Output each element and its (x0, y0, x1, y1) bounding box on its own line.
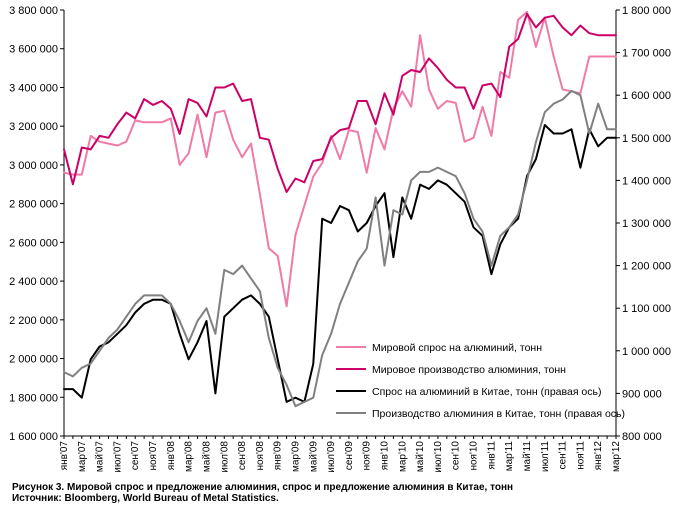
legend-label-4: Производство алюминия в Китае, тонн (пра… (372, 408, 625, 420)
y-left-tick-label: 1 800 000 (9, 392, 58, 404)
x-tick-label: янв'11 (486, 441, 497, 470)
series-line-3 (63, 124, 617, 403)
x-tick-label: май'11 (522, 441, 533, 472)
x-tick-label: сен'11 (558, 441, 569, 470)
figure-caption: Рисунок 3. Мировой спрос и предложение а… (12, 482, 513, 504)
y-right-tick-label: 1 600 000 (622, 90, 671, 102)
legend-label-1: Мировой спрос на алюминий, тонн (372, 342, 542, 354)
x-tick-label: июл'09 (326, 441, 337, 473)
y-left-tick-label: 2 800 000 (9, 199, 58, 211)
y-left-tick-label: 3 800 000 (9, 5, 58, 17)
x-tick-label: мар'10 (397, 441, 408, 472)
legend-label-3: Спрос на алюминий в Китае, тонн (правая … (372, 386, 601, 398)
caption-source: Источник: Bloomberg, World Bureau of Met… (12, 493, 279, 504)
x-tick-label: май'09 (308, 441, 319, 472)
y-right-tick-label: 1 700 000 (622, 48, 671, 60)
y-left-tick-label: 3 200 000 (9, 121, 58, 133)
x-tick-label: ноя'09 (362, 441, 373, 471)
y-left-tick-label: 3 400 000 (9, 82, 58, 94)
series-line-4 (63, 89, 617, 408)
y-right-tick-label: 1 000 000 (622, 346, 671, 358)
x-tick-label: янв'09 (273, 441, 284, 471)
y-right-tick-label: 1 400 000 (622, 175, 671, 187)
x-tick-label: мар'08 (184, 441, 195, 472)
y-left-tick-label: 2 200 000 (9, 315, 58, 327)
x-tick-label: июл'08 (219, 441, 230, 473)
x-tick-label: янв'07 (59, 441, 70, 471)
y-right-tick-label: 1 300 000 (622, 218, 671, 230)
legend-label-2: Мировое производство алюминия, тонн (372, 364, 566, 376)
y-left-tick-label: 2 600 000 (9, 237, 58, 249)
x-tick-label: ноя'08 (255, 441, 266, 471)
x-tick-label: сен'08 (237, 441, 248, 471)
y-left-tick-label: 2 400 000 (9, 276, 58, 288)
y-left-tick-label: 2 000 000 (9, 354, 58, 366)
x-tick-label: май'07 (95, 441, 106, 472)
x-tick-label: июл'07 (112, 441, 123, 473)
x-tick-label: мар'09 (290, 441, 301, 472)
x-tick-label: мар'12 (611, 441, 622, 472)
x-tick-label: май'10 (415, 441, 426, 472)
y-left-tick-label: 1 600 000 (9, 431, 58, 443)
y-right-tick-label: 1 500 000 (622, 133, 671, 145)
y-right-tick-label: 1 100 000 (622, 303, 671, 315)
y-right-tick-label: 1 800 000 (622, 5, 671, 17)
y-right-tick-label: 1 200 000 (622, 261, 671, 273)
x-tick-label: сен'09 (344, 441, 355, 471)
x-tick-label: ноя'11 (575, 441, 586, 470)
x-tick-label: мар'11 (504, 441, 515, 472)
x-tick-label: сен'10 (451, 441, 462, 471)
x-tick-label: июл'11 (540, 441, 551, 472)
y-left-tick-label: 3 600 000 (9, 44, 58, 56)
x-tick-label: янв'08 (166, 441, 177, 471)
x-tick-label: янв'10 (380, 441, 391, 471)
x-tick-label: июл'10 (433, 441, 444, 473)
caption-title: Рисунок 3. Мировой спрос и предложение а… (12, 482, 514, 493)
y-right-tick-label: 800 000 (622, 431, 662, 443)
x-tick-label: мар'07 (77, 441, 88, 472)
x-tick-label: янв'12 (593, 441, 604, 471)
series-line-2 (63, 12, 617, 193)
series-line-1 (63, 10, 617, 308)
x-tick-label: ноя'10 (469, 441, 480, 471)
chart-area: 1 600 000 1 800 000 2 000 000 2 200 000 2 40… (9, 5, 671, 473)
x-tick-label: сен'07 (130, 441, 141, 471)
y-right-tick-label: 900 000 (622, 388, 662, 400)
y-left-tick-label: 3 000 000 (9, 160, 58, 172)
x-tick-label: май'08 (201, 441, 212, 472)
x-tick-label: ноя'07 (148, 441, 159, 471)
